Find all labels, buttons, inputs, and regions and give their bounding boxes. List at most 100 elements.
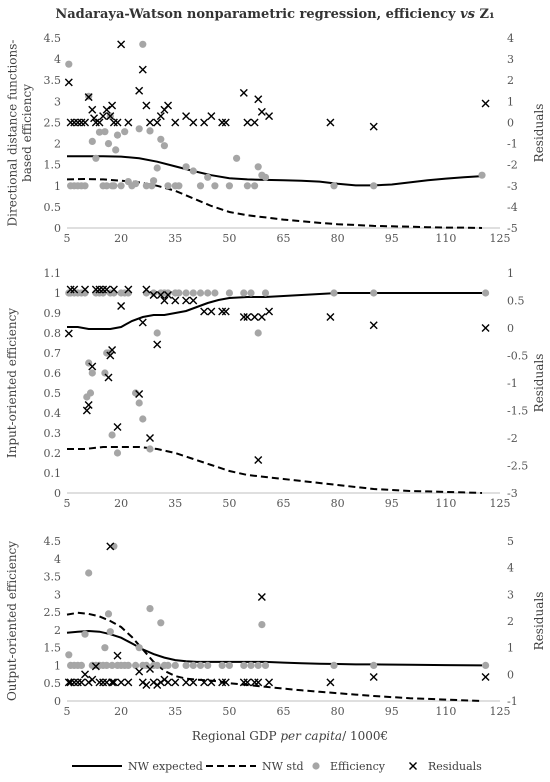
- residual-point: [171, 296, 180, 305]
- y2-tick-label: -3: [507, 180, 518, 193]
- y2-tick-label: 5: [507, 535, 514, 548]
- x-tick-label: 80: [331, 497, 345, 510]
- efficiency-point: [196, 661, 205, 670]
- residual-mark-stroke: [254, 95, 263, 104]
- residual-point: [200, 678, 209, 687]
- chart-title: Nadaraya-Watson nonparametric regression…: [55, 7, 494, 22]
- efficiency-point: [240, 661, 248, 670]
- residual-mark-stroke: [481, 324, 490, 332]
- efficiency-point: [189, 661, 197, 670]
- residual-mark-stroke: [90, 114, 99, 123]
- efficiency-point: [225, 289, 233, 297]
- residual-mark-stroke: [239, 678, 248, 687]
- residual-mark-stroke: [82, 406, 91, 415]
- efficiency-point: [117, 182, 125, 190]
- residual-mark-stroke: [221, 678, 230, 687]
- chart-panels: 5 20 35 50 65 80 95 110 12500.511.522.533.544.5-…: [5, 32, 546, 718]
- residual-mark-stroke: [95, 118, 104, 127]
- y2-tick-label: -5: [507, 222, 518, 235]
- y-axis-title: Directional distance functions-based eff…: [5, 40, 33, 227]
- y2-tick-label: -2.5: [507, 460, 528, 473]
- residual-mark-stroke: [164, 101, 173, 110]
- residual-mark-stroke: [153, 118, 162, 127]
- residual-point: [90, 114, 99, 123]
- residual-mark-stroke: [189, 678, 198, 687]
- nw-expected-line: [67, 155, 483, 187]
- efficiency-point: [175, 289, 183, 297]
- residual-point: [207, 678, 216, 687]
- residual-point: [82, 406, 91, 415]
- residual-mark-stroke: [106, 112, 115, 121]
- residual-point: [108, 101, 117, 110]
- efficiency-point: [65, 60, 73, 68]
- efficiency-point: [175, 182, 183, 190]
- efficiency-point: [139, 415, 147, 423]
- nw-expected-line: [67, 292, 482, 330]
- efficiency-point: [92, 154, 100, 162]
- efficiency-point: [146, 445, 154, 453]
- residual-mark-stroke: [182, 296, 191, 305]
- residual-point: [221, 307, 230, 316]
- residual-mark-stroke: [243, 313, 252, 321]
- residual-mark-stroke: [243, 118, 252, 127]
- x-tick-label: 5: [64, 705, 71, 718]
- residual-point: [81, 118, 90, 127]
- residual-point: [142, 285, 151, 294]
- y-axis-title: Output-oriented efficiency: [5, 541, 19, 701]
- efficiency-point: [330, 661, 338, 670]
- x-tick-label: 5: [64, 232, 71, 245]
- residual-mark-stroke: [99, 678, 108, 687]
- efficiency-point: [254, 661, 262, 670]
- x-tick-label: 35: [168, 705, 182, 718]
- efficiency-point: [196, 289, 205, 297]
- residual-point: [164, 101, 173, 110]
- residual-mark-stroke: [207, 112, 216, 121]
- y-tick-label: 4.5: [44, 535, 62, 548]
- residual-point: [84, 93, 93, 102]
- residual-point: [108, 678, 117, 687]
- legend-nw-std-label: NW std: [262, 760, 304, 773]
- residual-mark-stroke: [117, 302, 126, 310]
- residual-mark-stroke: [156, 112, 165, 121]
- efficiency-point: [258, 621, 266, 629]
- residual-mark-stroke: [117, 678, 126, 687]
- residual-mark-stroke: [91, 118, 100, 127]
- residual-mark-stroke: [257, 107, 266, 116]
- residual-point: [250, 313, 259, 321]
- residual-mark-stroke: [171, 118, 180, 127]
- residual-mark-stroke: [106, 542, 115, 551]
- y-tick-label: 3: [54, 95, 61, 108]
- y-tick-label: 0.5: [44, 387, 62, 400]
- residual-point: [77, 678, 86, 687]
- residual-mark-stroke: [81, 670, 90, 679]
- y-tick-label: 2.5: [44, 606, 62, 619]
- chart-panel-1: 5 20 35 50 65 80 95 110 12500.511.522.533.544.5-…: [5, 32, 546, 245]
- residual-point: [109, 118, 118, 127]
- residual-mark-stroke: [138, 65, 147, 74]
- residual-point: [117, 40, 126, 49]
- residual-mark-stroke: [326, 118, 335, 127]
- y2-tick-label: 3: [507, 53, 514, 66]
- residual-point: [156, 291, 165, 299]
- efficiency-point: [121, 128, 129, 136]
- residual-point: [135, 667, 144, 676]
- residual-mark-stroke: [182, 678, 191, 687]
- residual-point: [91, 118, 100, 127]
- residual-mark-stroke: [142, 285, 151, 294]
- residual-point: [99, 112, 108, 121]
- residual-mark-stroke: [109, 285, 118, 294]
- residual-mark-stroke: [257, 313, 266, 321]
- efficiency-point: [189, 289, 197, 297]
- residual-mark-stroke: [145, 665, 154, 673]
- residual-mark-stroke: [207, 307, 216, 316]
- residual-mark-stroke: [91, 662, 100, 671]
- residual-mark-stroke: [109, 678, 118, 687]
- y-axis-title: Input-oriented efficiency: [5, 308, 19, 458]
- y2-tick-label: 0: [507, 668, 514, 681]
- efficiency-point: [254, 163, 262, 171]
- efficiency-point: [247, 661, 255, 670]
- efficiency-point: [211, 182, 219, 190]
- residual-point: [108, 346, 117, 354]
- efficiency-point: [124, 661, 132, 670]
- efficiency-point: [233, 154, 241, 162]
